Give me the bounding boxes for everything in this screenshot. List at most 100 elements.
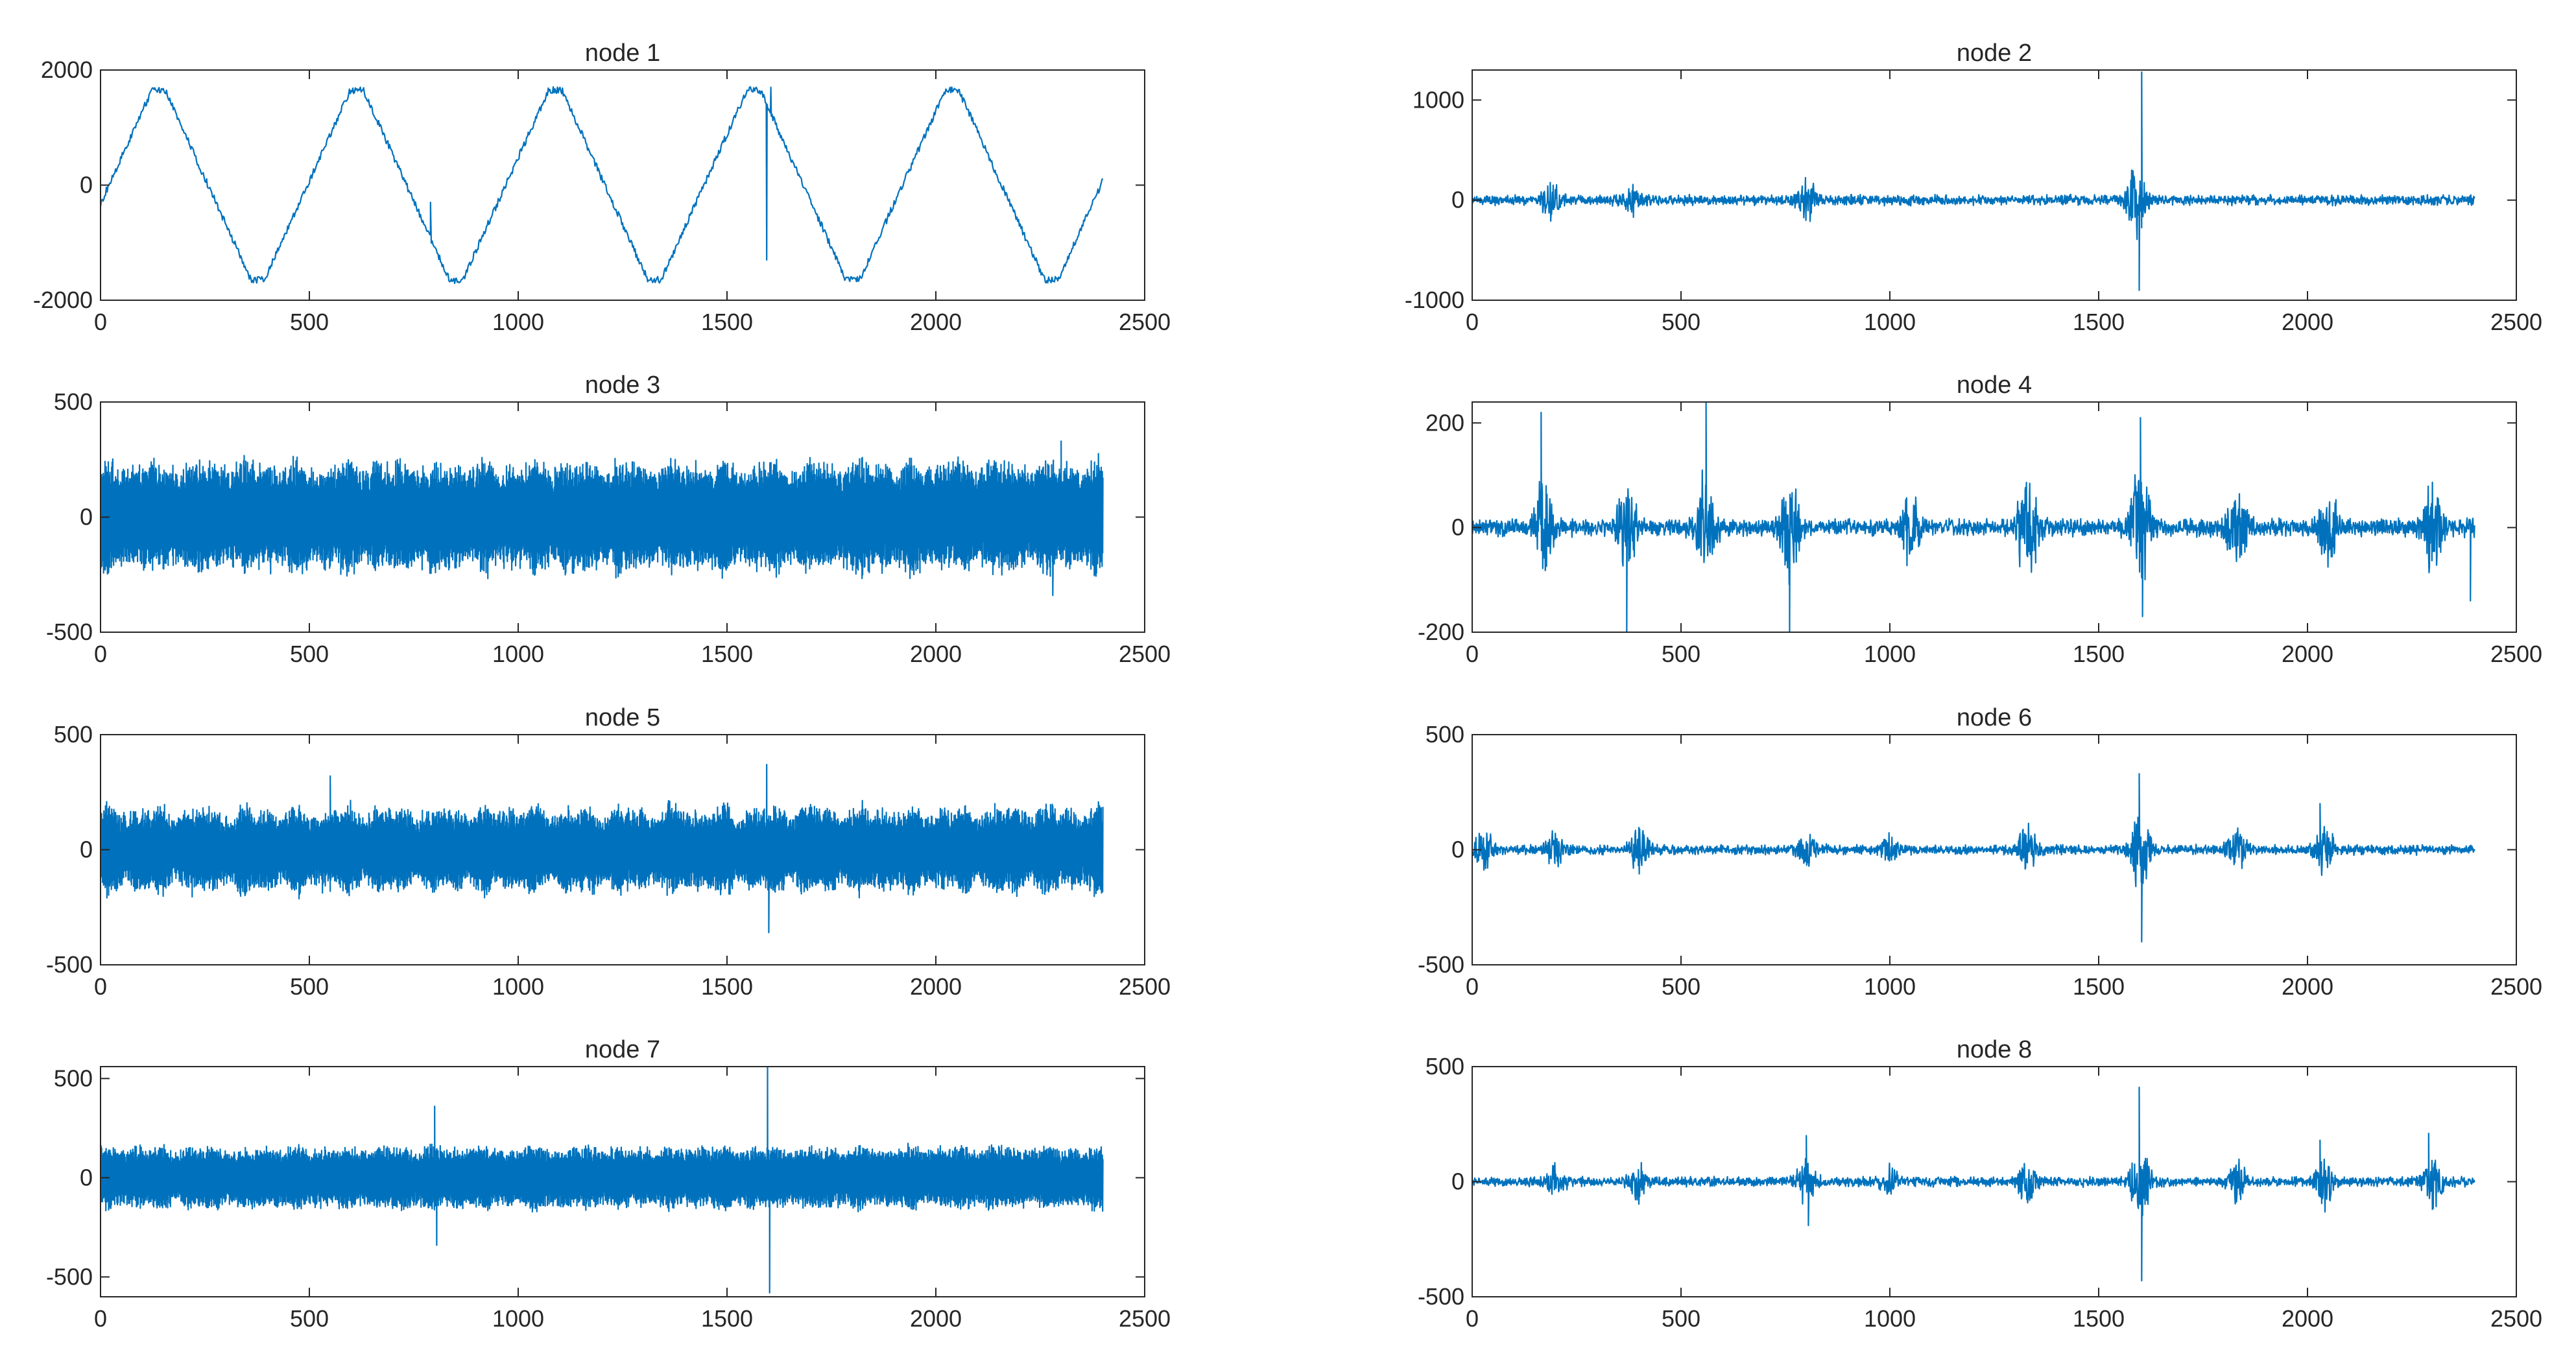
plot-frame	[1472, 401, 2517, 633]
x-tick-label: 0	[94, 641, 107, 667]
subplot-title: node 4	[1957, 372, 2032, 399]
x-tick-label: 2500	[1119, 1305, 1171, 1332]
x-tick-label: 1000	[492, 309, 544, 335]
y-tick-label: -200	[1418, 619, 1464, 645]
plot-area	[1472, 69, 2517, 301]
x-tick-label: 500	[1662, 309, 1700, 335]
x-tick-label: 2000	[910, 641, 962, 667]
x-tick-label: 1000	[1864, 641, 1916, 667]
x-tick-label: 1500	[701, 973, 753, 1000]
x-tick-label: 0	[1466, 641, 1479, 667]
subplot-title: node 6	[1957, 704, 2032, 731]
y-tick-label: 0	[80, 836, 93, 863]
x-tick-label: 1000	[1864, 973, 1916, 1000]
x-tick-label: 1000	[492, 1305, 544, 1332]
plot-area	[1472, 401, 2517, 633]
x-tick-label: 2000	[910, 309, 962, 335]
x-tick-label: 0	[1466, 973, 1479, 1000]
y-tick-label: 200	[1425, 409, 1464, 436]
x-tick-label: 0	[94, 973, 107, 1000]
subplot-title: node 3	[585, 372, 660, 399]
subplot-title: node 5	[585, 704, 660, 731]
subplot-title: node 2	[1957, 40, 2032, 67]
y-tick-label: 0	[1451, 514, 1464, 541]
x-tick-label: 0	[1466, 309, 1479, 335]
y-tick-label: 0	[80, 172, 93, 198]
x-tick-label: 1500	[2073, 641, 2125, 667]
x-tick-label: 0	[94, 309, 107, 335]
x-tick-label: 2000	[910, 973, 962, 1000]
x-tick-label: 2500	[1119, 309, 1171, 335]
series-line	[1472, 1086, 2475, 1282]
plot-frame	[100, 1066, 1145, 1297]
series-line	[1472, 71, 2475, 291]
x-tick-label: 500	[1662, 641, 1700, 667]
x-tick-label: 2500	[2490, 1305, 2542, 1332]
x-tick-label: 2000	[2282, 1305, 2333, 1332]
x-tick-label: 500	[290, 1305, 329, 1332]
series-line	[1472, 773, 2475, 943]
x-tick-label: 2000	[910, 1305, 962, 1332]
y-tick-label: -2000	[33, 287, 93, 313]
x-tick-label: 2500	[1119, 641, 1171, 667]
x-tick-label: 2000	[2282, 973, 2333, 1000]
series-line	[1472, 402, 2475, 632]
x-tick-label: 2500	[2490, 973, 2542, 1000]
y-tick-label: 0	[80, 1164, 93, 1190]
x-tick-label: 1500	[701, 309, 753, 335]
x-tick-label: 500	[1662, 973, 1700, 1000]
x-tick-label: 500	[290, 973, 329, 1000]
series-line	[101, 440, 1104, 597]
plot-frame	[1472, 69, 2517, 301]
x-tick-label: 1500	[701, 1305, 753, 1332]
series-line	[101, 1067, 1104, 1294]
x-tick-label: 2500	[2490, 309, 2542, 335]
x-tick-label: 1500	[2073, 1305, 2125, 1332]
y-tick-label: 0	[1451, 1168, 1464, 1195]
x-tick-label: 2000	[2282, 309, 2333, 335]
y-tick-label: 1000	[1413, 86, 1464, 113]
series-line	[101, 86, 1104, 285]
y-tick-label: 500	[54, 1065, 93, 1091]
x-tick-label: 1000	[1864, 1305, 1916, 1332]
x-tick-label: 2000	[2282, 641, 2333, 667]
y-tick-label: -500	[1418, 951, 1464, 978]
x-tick-label: 1500	[701, 641, 753, 667]
x-tick-label: 2500	[1119, 973, 1171, 1000]
y-tick-label: 500	[1425, 1053, 1464, 1080]
y-tick-label: -500	[46, 619, 93, 645]
y-tick-label: -1000	[1405, 287, 1464, 313]
x-tick-label: 500	[290, 641, 329, 667]
subplot-title: node 8	[1957, 1036, 2032, 1063]
x-tick-label: 0	[94, 1305, 107, 1332]
subplot-title: node 1	[585, 40, 660, 67]
series-line	[101, 764, 1104, 934]
y-tick-label: 2000	[41, 56, 93, 83]
x-tick-label: 1000	[492, 973, 544, 1000]
y-tick-label: 0	[80, 504, 93, 530]
x-tick-label: 500	[1662, 1305, 1700, 1332]
y-tick-label: -500	[1418, 1283, 1464, 1310]
y-tick-label: 0	[1451, 836, 1464, 863]
x-tick-label: 0	[1466, 1305, 1479, 1332]
plot-area	[100, 69, 1145, 301]
y-tick-label: -500	[46, 951, 93, 978]
x-tick-label: 1000	[492, 641, 544, 667]
y-tick-label: 500	[1425, 721, 1464, 748]
x-tick-label: 1000	[1864, 309, 1916, 335]
y-tick-label: 500	[54, 721, 93, 748]
x-tick-label: 1500	[2073, 973, 2125, 1000]
y-tick-label: -500	[46, 1263, 93, 1290]
y-tick-label: 500	[54, 388, 93, 415]
x-tick-label: 1500	[2073, 309, 2125, 335]
x-tick-label: 500	[290, 309, 329, 335]
